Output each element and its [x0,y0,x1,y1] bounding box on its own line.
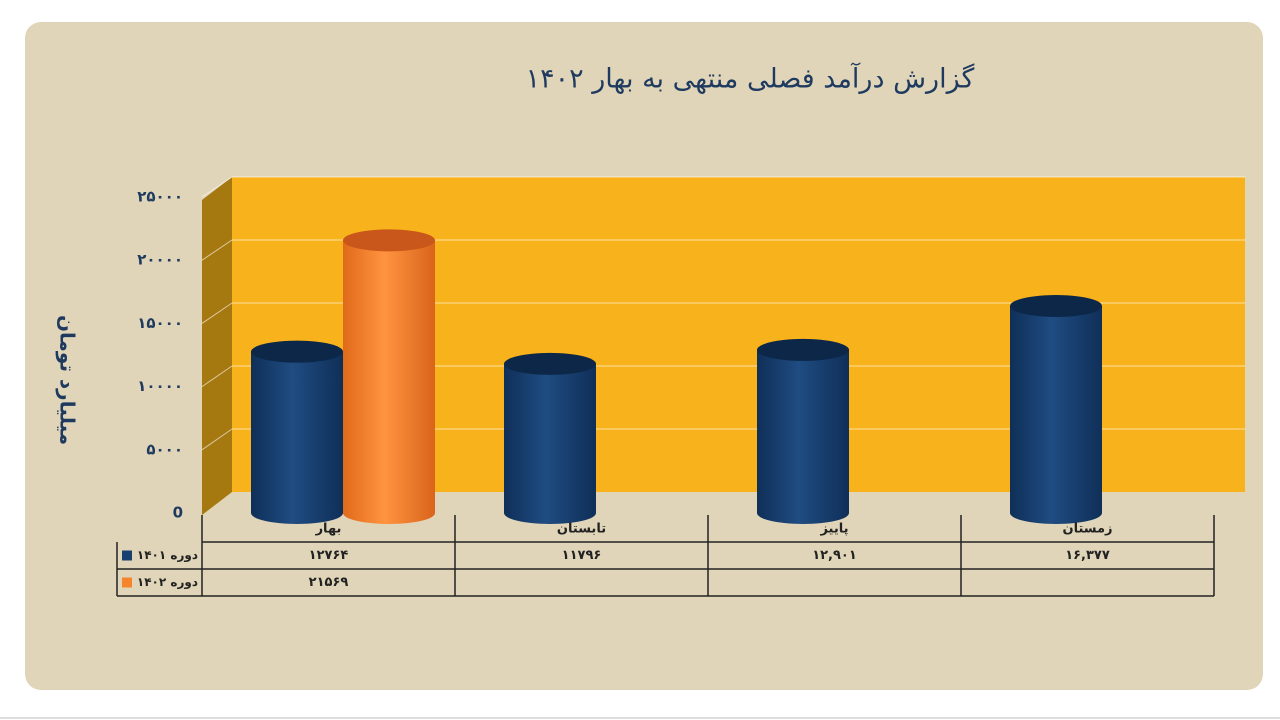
bar-body [757,349,849,524]
bar-body [504,363,596,524]
value-label: ۲۱۵۶۹ [309,575,349,590]
value-label: ۱۲,۹۰۱ [812,548,857,563]
bar-top [504,352,596,375]
bar [1010,294,1102,524]
y-tick-label: 0 [173,504,183,522]
grid-line [201,365,233,388]
x-tick-label: بهار [315,522,342,537]
bar-body [343,240,435,524]
bar [343,229,435,524]
x-tick-label: زمستان [1062,522,1112,537]
grid-line [201,428,233,451]
legend-label: دوره ۱۴۰۱ [137,548,198,563]
bar [251,340,343,524]
y-tick-label: ۵۰۰۰ [146,440,183,458]
bar-top [1010,294,1102,317]
grid-line [201,302,233,324]
bar [504,352,596,524]
back-wall [232,177,1245,492]
x-tick-label: پاییز [819,522,848,537]
bar-body [251,351,343,524]
legend-swatch [122,550,132,561]
legend-label: دوره ۱۴۰۲ [137,575,198,590]
grid-line [201,176,233,198]
legend-swatch [122,577,132,588]
y-tick-label: ۱۰۰۰۰ [137,377,183,395]
y-axis-label: میلیارد تومان [56,315,80,445]
bar [757,338,849,524]
x-tick-label: تابستان [557,522,606,537]
y-tick-label: ۲۵۰۰۰ [137,188,183,206]
side-wall [202,177,232,515]
y-tick-label: ۱۵۰۰۰ [137,314,183,332]
value-label: ۱۲۷۶۴ [309,548,349,563]
bar-top [251,340,343,363]
value-label: ۱۶,۳۷۷ [1065,548,1110,563]
y-tick-label: ۲۰۰۰۰ [137,251,183,269]
value-label: ۱۱۷۹۶ [562,548,602,563]
bar-body [1010,305,1102,524]
bar-top [757,338,849,361]
bar-top [343,229,435,252]
chart-title: گزارش درآمد فصلی منتهی به بهار ۱۴۰۲ [526,63,975,95]
grid-line [201,239,233,261]
